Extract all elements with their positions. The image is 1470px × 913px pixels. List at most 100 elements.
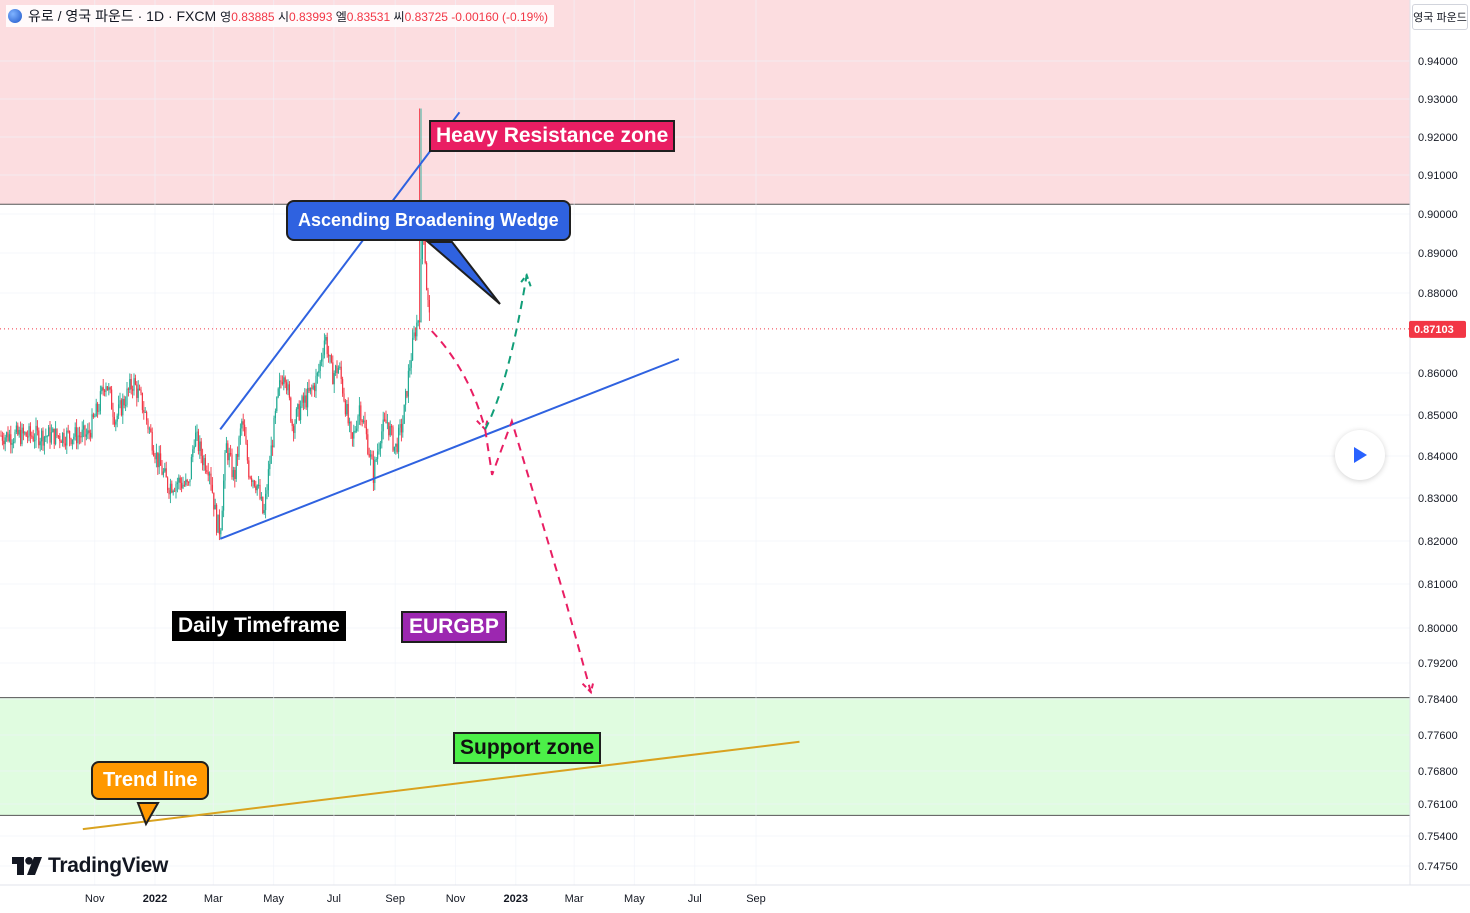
candle-body <box>374 459 376 483</box>
candle-body <box>368 453 370 457</box>
candle-body <box>118 404 120 416</box>
bullish-projection[interactable] <box>484 274 528 430</box>
price-axis-label: 0.82000 <box>1418 536 1458 548</box>
candle-body <box>195 432 197 447</box>
candle-body <box>168 490 170 495</box>
candle-body <box>105 386 107 392</box>
candle-body <box>291 421 293 426</box>
candle-body <box>227 443 229 461</box>
candle-body <box>237 453 239 457</box>
candle-body <box>256 484 258 491</box>
candle-body <box>235 453 237 480</box>
candle-body <box>63 432 65 444</box>
candle-body <box>155 452 157 460</box>
currency-button[interactable]: 영국 파운드 <box>1412 4 1468 30</box>
candle-body <box>230 453 232 455</box>
candle-body <box>228 453 230 461</box>
candle-body <box>157 452 159 468</box>
candle-body <box>323 340 325 355</box>
candle-body <box>295 409 297 423</box>
candle-body <box>175 484 177 491</box>
scroll-to-realtime-button[interactable] <box>1335 430 1385 480</box>
candle-body <box>199 441 201 452</box>
time-axis-label: Jul <box>688 893 702 905</box>
candle-body <box>270 445 272 464</box>
candle-body <box>76 427 78 444</box>
candle-body <box>319 361 321 371</box>
candle-body <box>64 443 66 446</box>
price-axis-label: 0.89000 <box>1418 248 1458 260</box>
pair-label: EURGBP <box>401 611 507 643</box>
candle-body <box>255 486 257 491</box>
trend-line[interactable] <box>82 740 800 831</box>
bearish-projection[interactable] <box>431 330 487 430</box>
candle-body <box>273 418 275 448</box>
candle-body <box>74 427 76 437</box>
candle-body <box>43 436 45 446</box>
candle-body <box>206 470 208 472</box>
candle-body <box>325 337 327 341</box>
candle-body <box>172 490 174 493</box>
time-axis-label: Mar <box>204 893 223 905</box>
candle-body <box>108 387 110 391</box>
candle-body <box>389 426 391 436</box>
candle-body <box>280 380 282 383</box>
candle-body <box>407 370 409 397</box>
candle-body <box>364 420 366 428</box>
candle-body <box>181 482 183 489</box>
candle-body <box>91 414 93 438</box>
candle-body <box>225 443 227 453</box>
candle-body <box>115 421 117 425</box>
candle-body <box>127 388 129 390</box>
tradingview-wordmark: TradingView <box>48 854 169 877</box>
candle-body <box>171 483 173 493</box>
last-price-tag <box>1409 320 1466 338</box>
candle-body <box>385 419 387 424</box>
candle-body <box>190 457 192 480</box>
candle-body <box>81 429 83 438</box>
wedge-upper[interactable] <box>219 111 461 430</box>
candle-body <box>78 435 80 437</box>
candle-body <box>202 455 204 466</box>
bearish-projection-2[interactable] <box>484 417 592 693</box>
symbol-header[interactable]: 유로 / 영국 파운드 · 1D · FXCM 영0.83885 시0.8399… <box>6 5 555 27</box>
candle-body <box>22 427 24 434</box>
price-axis-label: 0.84000 <box>1418 451 1458 463</box>
candle-body <box>399 424 401 428</box>
candle-body <box>216 504 218 533</box>
candle-body <box>346 404 348 415</box>
candle-body <box>417 320 419 323</box>
candle-body <box>287 384 289 391</box>
wedge-lower[interactable] <box>219 358 680 540</box>
play-icon <box>1354 447 1367 463</box>
candle-body <box>379 443 381 450</box>
candle-body <box>211 484 213 493</box>
candle-body <box>38 430 40 446</box>
candle-body <box>140 389 142 393</box>
candle-body <box>405 391 407 405</box>
candle-body <box>288 384 290 398</box>
candle-body <box>221 510 223 531</box>
candle-body <box>209 473 211 476</box>
candle-body <box>267 469 269 491</box>
wedge-label: Ascending Broadening Wedge <box>286 200 571 241</box>
candle-body <box>83 425 85 430</box>
price-axis-label: 0.81000 <box>1418 579 1458 591</box>
candle-body <box>356 428 358 431</box>
candle-body <box>213 492 215 510</box>
candle-body <box>125 404 127 406</box>
candle-body <box>67 430 69 432</box>
tradingview-logo[interactable]: TradingView <box>12 852 168 880</box>
symbol-title: 유로 / 영국 파운드 · 1D · FXCM <box>28 8 217 24</box>
candle-body <box>24 432 26 434</box>
candle-body <box>210 473 212 485</box>
candle-body <box>98 410 100 412</box>
candle-body <box>351 432 353 439</box>
candle-body <box>281 382 283 385</box>
candle-body <box>290 397 292 422</box>
candle-body <box>147 420 149 429</box>
candle-body <box>361 420 363 423</box>
candle-body <box>85 434 87 437</box>
candle-body <box>48 427 50 437</box>
